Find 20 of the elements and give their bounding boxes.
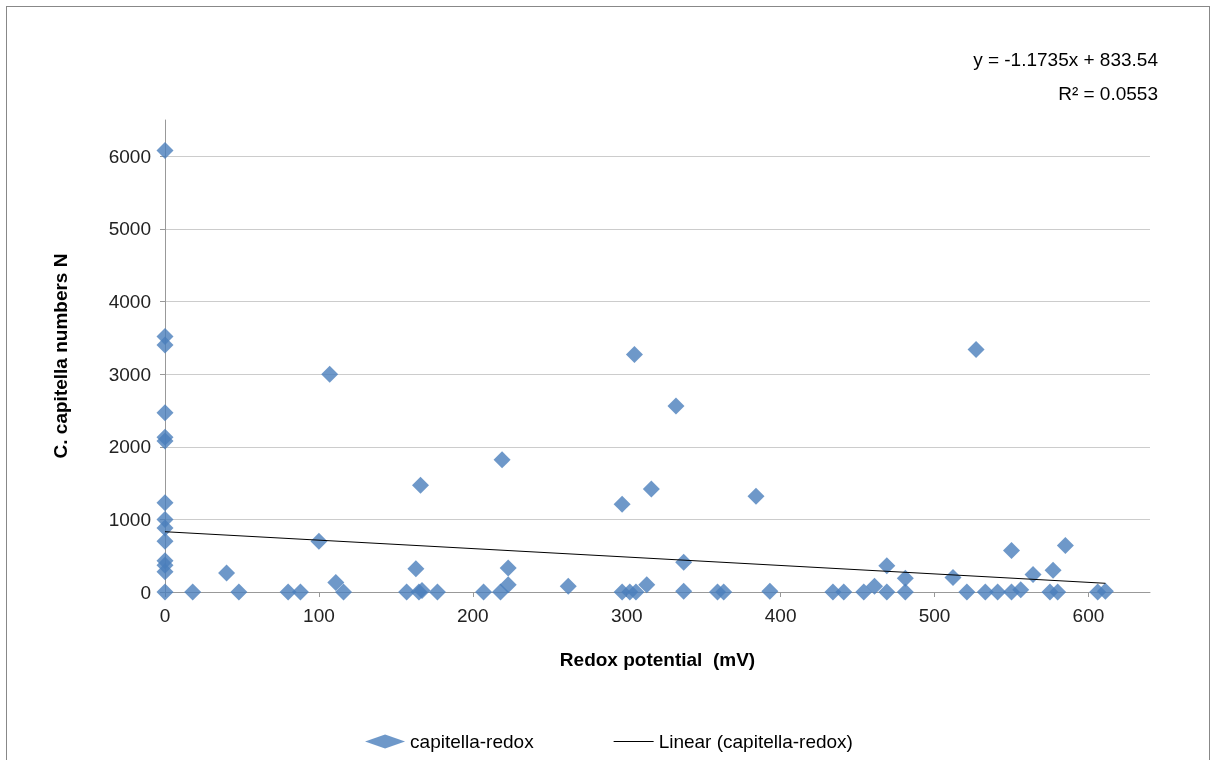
- x-tick-label: 200: [456, 605, 489, 626]
- legend-label: Linear (capitella-redox): [658, 731, 853, 752]
- y-tick-label: 0: [140, 581, 151, 603]
- x-axis-title: Redox potential (mV): [559, 649, 756, 670]
- y-tick-label: 2000: [108, 436, 151, 458]
- y-tick-label: 1000: [108, 508, 151, 530]
- x-tick-label: 400: [764, 605, 797, 626]
- x-tick-label: 300: [610, 605, 643, 626]
- legend-label: capitella-redox: [410, 731, 535, 752]
- y-tick-label: 3000: [108, 363, 151, 385]
- x-tick-label: 0: [159, 605, 171, 626]
- x-tick-label: 100: [303, 605, 335, 626]
- text: y = -1.1735x + 833.54: [973, 49, 1159, 70]
- y-tick-label: 4000: [108, 291, 151, 313]
- x-tick-label: 500: [918, 605, 951, 626]
- x-tick-label: 600: [1072, 605, 1105, 626]
- y-tick-label: 6000: [108, 145, 151, 167]
- text: R² = 0.0553: [1058, 83, 1158, 104]
- y-axis-title: C. capitella numbers N: [50, 253, 71, 459]
- y-tick-label: 5000: [108, 218, 151, 240]
